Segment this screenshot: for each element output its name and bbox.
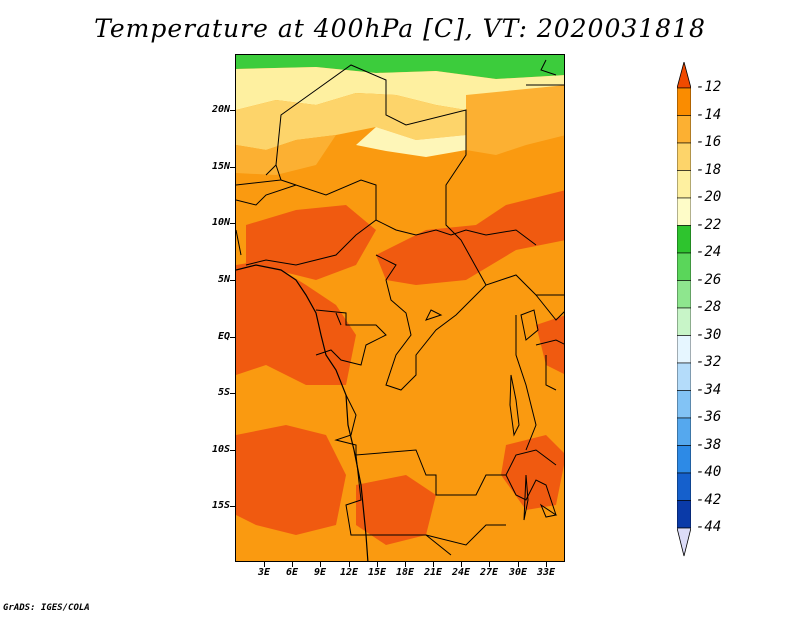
lon-label-27e: 27E <box>479 567 499 578</box>
legend-level-label: -22 <box>696 216 722 233</box>
legend-level-label: -26 <box>696 271 722 288</box>
legend-color-cell <box>677 335 691 364</box>
legend-level-label: -44 <box>696 519 722 535</box>
legend-color-cell <box>677 225 691 254</box>
field-yellow <box>236 93 466 150</box>
temperature-map <box>235 54 565 562</box>
lon-tick <box>405 562 406 567</box>
legend-level-label: -38 <box>696 436 722 453</box>
legend-color-cell <box>677 417 691 446</box>
lat-label-15s: 15S <box>211 500 230 511</box>
lat-tick <box>230 337 235 338</box>
legend-level-label: -28 <box>696 299 722 315</box>
field-warm-central <box>376 190 564 285</box>
lon-tick <box>518 562 519 567</box>
legend-level-label: -12 <box>696 79 722 95</box>
legend-level-label: -34 <box>696 381 722 398</box>
lat-label-10s: 10S <box>211 444 230 455</box>
legend-level-label: -40 <box>696 464 722 480</box>
lon-tick <box>433 562 434 567</box>
lon-label-21e: 21E <box>423 567 443 578</box>
legend-level-label: -14 <box>696 106 722 123</box>
lat-tick <box>230 223 235 224</box>
lat-tick <box>230 167 235 168</box>
lon-label-33e: 33E <box>536 567 556 578</box>
great-lakes <box>425 309 558 521</box>
lon-tick <box>461 562 462 567</box>
field-pale-patch <box>356 127 466 157</box>
chart-title: Temperature at 400hPa [C], VT: 202003181… <box>94 14 706 43</box>
grads-credit: GrADS: IGES/COLA <box>3 603 90 613</box>
lat-label-10n: 10N <box>211 217 230 228</box>
legend-bottom-arrow <box>677 527 691 557</box>
legend-level-label: -16 <box>696 134 722 150</box>
lat-label-eq: EQ <box>217 331 230 342</box>
map-canvas <box>236 55 564 561</box>
field-warm-southwest <box>236 425 346 535</box>
lon-label-3e: 3E <box>257 567 271 578</box>
lat-tick <box>230 506 235 507</box>
legend-level-label: -18 <box>696 161 722 178</box>
lon-tick <box>349 562 350 567</box>
legend-color-cell <box>677 390 691 419</box>
color-legend <box>677 62 691 557</box>
legend-level-label: -24 <box>696 244 722 260</box>
legend-level-label: -36 <box>696 409 722 425</box>
field-green-band <box>236 55 564 79</box>
legend-color-cell <box>677 472 691 501</box>
lon-label-6e: 6E <box>285 567 299 578</box>
field-warm-west <box>246 205 376 280</box>
legend-color-cell <box>677 170 691 199</box>
lon-tick <box>489 562 490 567</box>
legend-color-cell <box>677 142 691 171</box>
lat-tick <box>230 393 235 394</box>
lat-label-5s: 5S <box>217 387 230 398</box>
lon-tick <box>546 562 547 567</box>
lon-label-12e: 12E <box>339 567 359 578</box>
lat-label-5n: 5N <box>217 274 230 285</box>
country-borders <box>236 59 564 556</box>
lat-tick <box>230 110 235 111</box>
coastline <box>236 264 369 561</box>
legend-color-cell <box>677 252 691 281</box>
lon-tick <box>377 562 378 567</box>
field-light-orange-nw <box>236 135 336 175</box>
lon-tick <box>264 562 265 567</box>
lon-tick <box>292 562 293 567</box>
field-warm-east <box>536 315 564 374</box>
lat-tick <box>230 280 235 281</box>
lat-label-15n: 15N <box>211 161 230 172</box>
legend-level-label: -30 <box>696 326 722 343</box>
legend-level-label: -32 <box>696 354 722 370</box>
legend-level-label: -42 <box>696 491 722 508</box>
field-warm-south <box>356 475 436 545</box>
legend-color-cell <box>677 500 691 529</box>
legend-color-cell <box>677 280 691 309</box>
field-light-orange-ne <box>466 85 564 155</box>
legend-color-cell <box>677 115 691 144</box>
legend-color-cell <box>677 445 691 474</box>
legend-top-arrow <box>677 62 691 89</box>
lon-label-24e: 24E <box>451 567 471 578</box>
legend-level-label: -20 <box>696 189 722 205</box>
lon-label-30e: 30E <box>508 567 528 578</box>
lon-label-9e: 9E <box>313 567 327 578</box>
legend-color-cell <box>677 197 691 226</box>
lat-tick <box>230 450 235 451</box>
lon-label-15e: 15E <box>367 567 387 578</box>
lon-tick <box>320 562 321 567</box>
legend-color-cell <box>677 362 691 391</box>
lat-label-20n: 20N <box>211 104 230 115</box>
legend-color-cell <box>677 307 691 336</box>
lon-label-18e: 18E <box>395 567 415 578</box>
legend-color-cell <box>677 87 691 116</box>
